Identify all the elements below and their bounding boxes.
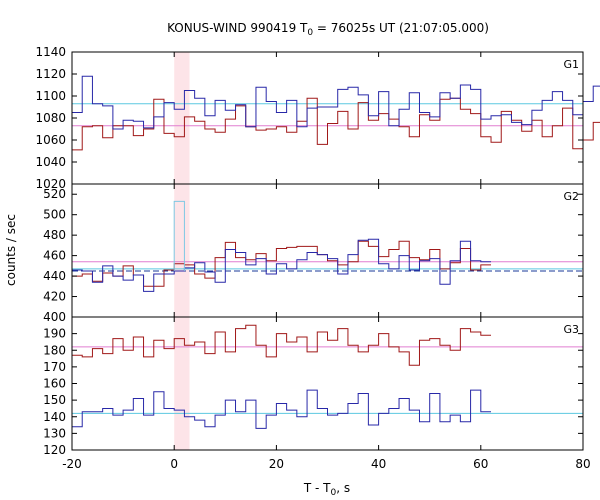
- panel-frame: [71, 183, 584, 318]
- x-axis-label: T - T0, s: [303, 481, 350, 498]
- y-tick-label: 180: [43, 343, 66, 357]
- panel-g1: 1020 1040 1060 1080 1100 1120 1140 G1: [35, 45, 600, 191]
- y-tick-label: 440: [43, 269, 66, 283]
- x-tick-label: 20: [269, 457, 284, 471]
- y-tick-label: 160: [43, 377, 66, 391]
- trigger-band: [174, 317, 190, 450]
- y-tick-label: 1140: [35, 45, 66, 59]
- y-tick-label: 1100: [35, 89, 66, 103]
- series-step: [72, 75, 600, 130]
- x-tick-label: 60: [473, 457, 488, 471]
- panel-g3: 120 130 140 150 160 170 180 190 G3: [43, 316, 584, 457]
- y-tick-label: 420: [43, 290, 66, 304]
- x-tick-label: 40: [371, 457, 386, 471]
- y-tick-label: 190: [43, 327, 66, 341]
- trigger-band: [174, 52, 190, 184]
- y-tick-label: 1120: [35, 67, 66, 81]
- y-tick-label: 150: [43, 393, 66, 407]
- chart-title: KONUS-WIND 990419 T0 = 76025s UT (21:07:…: [167, 21, 489, 38]
- series-step: [72, 97, 600, 151]
- x-tick-label: 80: [575, 457, 590, 471]
- x-tick-label: 0: [170, 457, 178, 471]
- y-tick-label: 1060: [35, 133, 66, 147]
- y-tick-label: 1040: [35, 155, 66, 169]
- trigger-band: [174, 184, 190, 317]
- y-axis-label: counts / sec: [4, 214, 18, 286]
- y-tick-label: 1020: [35, 177, 66, 191]
- y-tick-label: 170: [43, 360, 66, 374]
- y-tick-label: 500: [43, 208, 66, 222]
- panel-label: G3: [563, 323, 579, 336]
- y-tick-label: 480: [43, 228, 66, 242]
- panel-frame: [71, 51, 584, 185]
- y-tick-label: 120: [43, 443, 66, 457]
- series-step: [72, 324, 492, 366]
- y-tick-label: 130: [43, 426, 66, 440]
- series-step: [72, 389, 492, 429]
- y-tick-label: 400: [43, 310, 66, 324]
- panel-label: G1: [563, 58, 579, 71]
- y-tick-label: 140: [43, 410, 66, 424]
- x-tick-label: -20: [62, 457, 82, 471]
- series-step: [173, 200, 185, 271]
- y-tick-label: 1080: [35, 111, 66, 125]
- y-tick-label: 520: [43, 187, 66, 201]
- y-tick-label: 460: [43, 249, 66, 263]
- series-step: [72, 238, 492, 292]
- panel-label: G2: [563, 190, 579, 203]
- panel-g2: 400 420 440 460 480 500 520 G2: [43, 183, 584, 324]
